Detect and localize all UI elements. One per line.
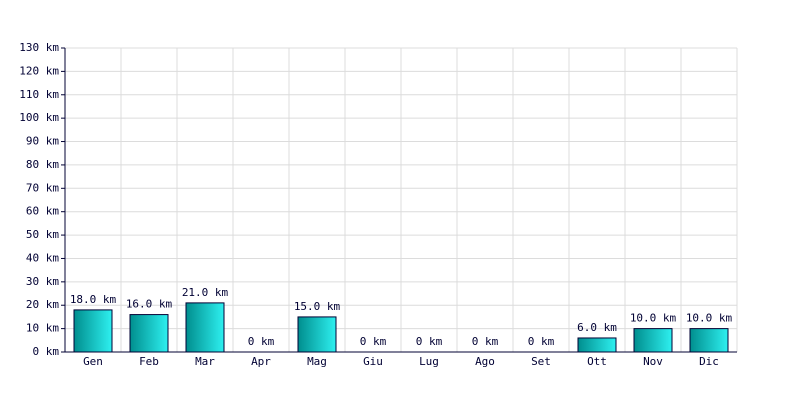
y-tick-label: 110 km: [19, 88, 59, 101]
bar: [129, 314, 169, 353]
y-tick-label: 120 km: [19, 64, 59, 77]
value-label: 16.0 km: [126, 298, 173, 311]
value-label: 6.0 km: [577, 321, 617, 334]
x-tick-label: Lug: [419, 355, 439, 368]
bar: [297, 316, 337, 353]
bar: [73, 309, 113, 353]
x-tick-label: Gen: [83, 355, 103, 368]
x-tick-label: Mag: [307, 355, 327, 368]
x-tick-label: Ott: [587, 355, 607, 368]
x-tick-label: Set: [531, 355, 551, 368]
value-label: 10.0 km: [686, 312, 733, 325]
x-tick-label: Nov: [643, 355, 663, 368]
value-label: 0 km: [472, 335, 499, 348]
value-label: 0 km: [528, 335, 555, 348]
bar: [185, 302, 225, 353]
x-tick-label: Feb: [139, 355, 159, 368]
value-label: 10.0 km: [630, 312, 677, 325]
y-tick-label: 130 km: [19, 41, 59, 54]
y-tick-label: 80 km: [26, 158, 59, 171]
value-label: 15.0 km: [294, 300, 341, 313]
value-label: 21.0 km: [182, 286, 229, 299]
y-tick-label: 50 km: [26, 228, 59, 241]
x-tick-label: Dic: [699, 355, 719, 368]
y-tick-label: 70 km: [26, 181, 59, 194]
y-tick-label: 60 km: [26, 205, 59, 218]
bar: [577, 337, 617, 353]
y-tick-label: 0 km: [33, 345, 60, 358]
y-tick-label: 90 km: [26, 135, 59, 148]
y-tick-label: 20 km: [26, 298, 59, 311]
x-tick-label: Giu: [363, 355, 383, 368]
x-tick-label: Apr: [251, 355, 271, 368]
y-tick-label: 10 km: [26, 322, 59, 335]
value-label: 18.0 km: [70, 293, 117, 306]
x-tick-label: Mar: [195, 355, 215, 368]
y-tick-label: 40 km: [26, 251, 59, 264]
x-tick-label: Ago: [475, 355, 495, 368]
bar: [689, 328, 729, 353]
value-label: 0 km: [248, 335, 275, 348]
value-label: 0 km: [416, 335, 443, 348]
bar: [633, 328, 673, 353]
value-label: 0 km: [360, 335, 387, 348]
y-tick-label: 100 km: [19, 111, 59, 124]
y-tick-label: 30 km: [26, 275, 59, 288]
